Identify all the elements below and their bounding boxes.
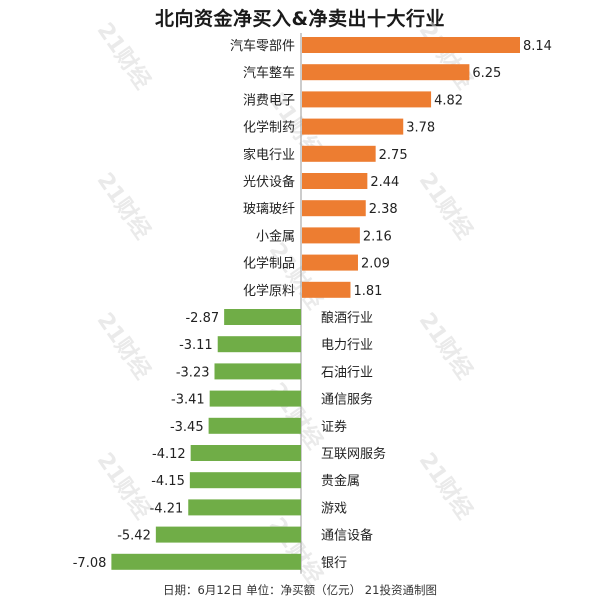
watermark-text: 21财经 (414, 18, 478, 94)
bar (190, 445, 301, 461)
bar (208, 417, 301, 434)
category-label: 化学制品 (243, 256, 295, 272)
value-label: -4.12 (152, 447, 186, 462)
bar (302, 118, 404, 135)
watermark-text: 21财经 (414, 308, 478, 384)
watermark-text: 21财经 (264, 378, 328, 454)
category-label: 玻璃玻纤 (243, 202, 295, 217)
value-label: -7.08 (73, 556, 107, 571)
bar (302, 91, 432, 108)
bar (189, 472, 301, 489)
chart-title: 北向资金净买入&净卖出十大行业 (154, 8, 446, 30)
value-label: -5.42 (117, 529, 151, 544)
watermark-text: 21财经 (414, 448, 478, 524)
value-label: -4.21 (150, 501, 184, 516)
value-label: -3.45 (170, 420, 204, 435)
category-label: 游戏 (321, 501, 347, 516)
value-label: 8.14 (523, 39, 552, 54)
bar (302, 281, 351, 298)
value-label: 2.44 (370, 175, 399, 190)
category-label: 汽车零部件 (230, 38, 295, 54)
category-label: 互联网服务 (321, 446, 386, 462)
category-label: 贵金属 (321, 473, 360, 489)
watermark-text: 21财经 (92, 18, 156, 94)
bar (155, 526, 301, 543)
bar (302, 227, 360, 244)
value-label: -3.11 (179, 338, 213, 353)
bar (214, 363, 301, 380)
category-label: 银行 (321, 556, 347, 571)
value-label: 2.16 (363, 229, 392, 244)
value-label: 2.38 (369, 202, 398, 217)
bar (302, 254, 358, 271)
category-label: 证券 (321, 419, 347, 435)
value-label: 1.81 (353, 284, 382, 299)
value-label: 6.25 (472, 66, 501, 81)
value-label: -3.41 (171, 393, 205, 408)
chart-footer: 日期：6月12日 单位：净买额（亿元） 21投资通制图 (163, 583, 437, 597)
category-label: 汽车整车 (243, 65, 295, 81)
value-label: 4.82 (434, 93, 463, 108)
bar (209, 390, 301, 407)
category-label: 消费电子 (243, 93, 295, 108)
bar (302, 200, 366, 217)
watermark-text: 21财经 (92, 308, 156, 384)
category-label: 光伏设备 (243, 174, 295, 190)
bar (224, 309, 301, 325)
watermark-text: 21财经 (264, 513, 328, 589)
category-label: 通信服务 (321, 392, 373, 408)
bar (302, 37, 520, 53)
category-label: 化学制药 (243, 120, 295, 136)
category-label: 酿酒行业 (321, 310, 373, 326)
bar (217, 336, 301, 353)
value-label: 2.75 (379, 148, 408, 163)
category-label: 化学原料 (243, 283, 295, 299)
category-label: 家电行业 (243, 147, 295, 163)
watermark-text: 21财经 (92, 168, 156, 244)
bar (188, 499, 301, 516)
value-label: 3.78 (406, 121, 435, 136)
category-label: 通信设备 (321, 528, 373, 544)
value-label: -4.15 (151, 474, 185, 489)
value-label: 2.09 (361, 257, 390, 272)
category-label: 小金属 (256, 228, 295, 244)
bar (302, 145, 376, 162)
category-label: 石油行业 (321, 365, 373, 380)
watermark-text: 21财经 (264, 238, 328, 314)
bar (111, 553, 301, 570)
watermark-text: 21财经 (92, 448, 156, 524)
value-label: -3.23 (176, 365, 210, 380)
bar (302, 173, 368, 189)
value-label: -2.87 (185, 311, 219, 326)
watermark-text: 21财经 (414, 168, 478, 244)
category-label: 电力行业 (321, 338, 373, 353)
bar (302, 64, 470, 81)
